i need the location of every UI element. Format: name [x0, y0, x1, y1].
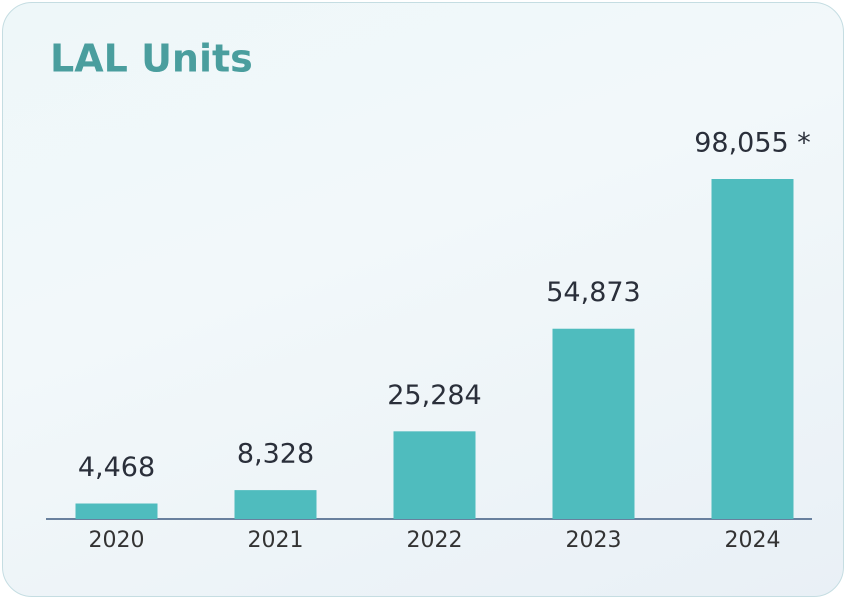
bar: [711, 179, 794, 519]
value-label: 54,873: [546, 277, 640, 308]
bar: [393, 431, 476, 519]
x-tick-label: 2020: [89, 528, 145, 553]
value-label: 4,468: [78, 452, 155, 483]
value-label: 98,055 *: [694, 128, 811, 159]
x-tick-label: 2024: [725, 528, 781, 553]
bar: [75, 503, 158, 519]
value-label: 8,328: [237, 439, 314, 470]
x-tick-label: 2021: [248, 528, 304, 553]
bar: [552, 328, 635, 519]
x-tick-label: 2023: [566, 528, 622, 553]
chart-title: LAL Units: [50, 37, 253, 81]
bar: [234, 490, 317, 519]
value-label: 25,284: [387, 380, 481, 411]
x-tick-label: 2022: [407, 528, 463, 553]
